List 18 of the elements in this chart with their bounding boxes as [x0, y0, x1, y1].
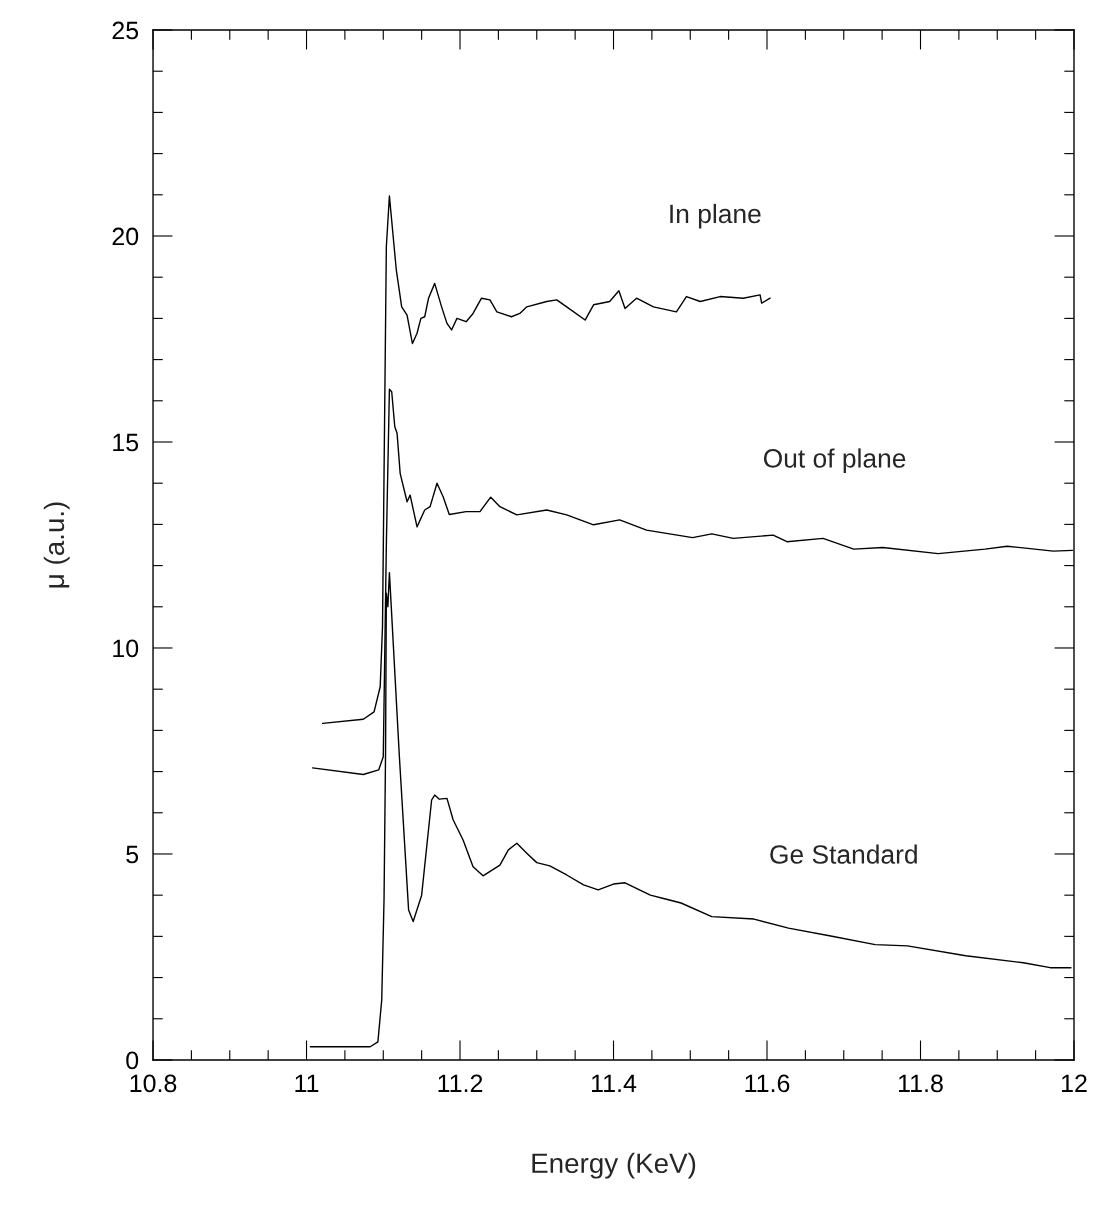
- text: Ge Standard: [770, 844, 917, 864]
- x-tick-label: 11.2: [438, 1074, 483, 1092]
- x-axis-title: Energy (KeV): [532, 1152, 696, 1179]
- x-tick-label: 11.8: [899, 1074, 943, 1093]
- x-tick-label: 11.6: [745, 1074, 790, 1093]
- x-tick-label: 12: [1062, 1074, 1087, 1092]
- text: Out of plane: [763, 448, 906, 473]
- y-tick-label: 0: [126, 1051, 139, 1070]
- text: In plane: [670, 203, 761, 229]
- y-tick-label: 10: [113, 639, 139, 658]
- y-tick-label: 15: [113, 433, 139, 452]
- x-tick-label: 11.4: [592, 1074, 637, 1092]
- y-tick-label: 5: [126, 845, 139, 864]
- x-tick-label: 11: [295, 1074, 319, 1092]
- y-tick-label: 25: [112, 21, 139, 40]
- x-tick-label: 10.8: [130, 1074, 177, 1093]
- y-tick-label: 20: [112, 227, 139, 246]
- y-axis-title: μ (a.u.): [43, 502, 70, 588]
